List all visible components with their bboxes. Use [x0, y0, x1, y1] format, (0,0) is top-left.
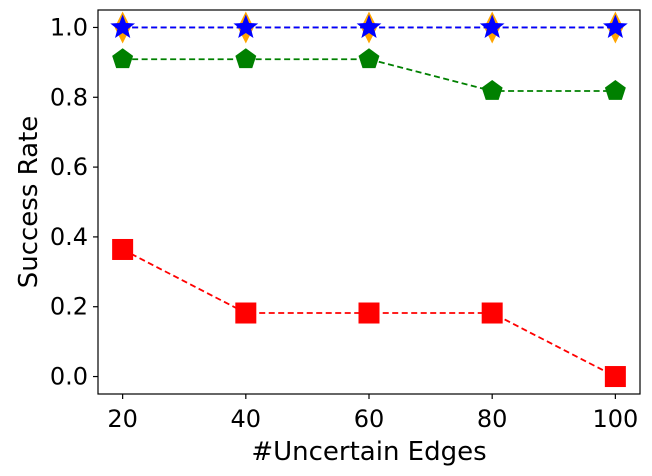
data-point-square — [481, 302, 503, 324]
data-point-square — [112, 238, 134, 260]
y-tick-label: 0.8 — [50, 83, 88, 111]
y-tick-label: 0.6 — [50, 153, 88, 181]
data-point-pentagon — [358, 48, 380, 69]
series-layer — [110, 11, 628, 388]
data-point-star — [356, 14, 382, 38]
data-point-square — [604, 366, 626, 388]
data-point-pentagon — [604, 79, 626, 100]
y-tick-label: 0.0 — [50, 363, 88, 391]
data-point-pentagon — [481, 79, 503, 100]
data-point-star — [479, 14, 505, 38]
data-point-square — [358, 302, 380, 324]
y-tick-label: 0.2 — [50, 293, 88, 321]
data-point-pentagon — [112, 48, 134, 69]
x-tick-label: 100 — [592, 405, 638, 433]
y-axis-label: Success Rate — [14, 116, 44, 289]
data-point-star — [603, 14, 628, 38]
y-tick-label: 1.0 — [50, 13, 88, 41]
series-blue-star — [110, 14, 628, 38]
data-point-star — [110, 14, 135, 38]
data-point-pentagon — [235, 48, 257, 69]
x-tick-label: 20 — [107, 405, 138, 433]
x-tick-label: 80 — [477, 405, 508, 433]
y-tick-label: 0.4 — [50, 223, 88, 251]
series-red-square — [112, 238, 626, 388]
x-axis-label: #Uncertain Edges — [251, 437, 486, 467]
series-green-pentagon — [112, 48, 626, 100]
data-point-square — [235, 302, 257, 324]
tick-layer: 20 40 60 80 100 0.0 0.2 0.4 0.6 0.8 1.0 — [50, 13, 638, 433]
x-tick-label: 40 — [231, 405, 262, 433]
data-point-star — [233, 14, 259, 38]
x-tick-label: 60 — [354, 405, 385, 433]
